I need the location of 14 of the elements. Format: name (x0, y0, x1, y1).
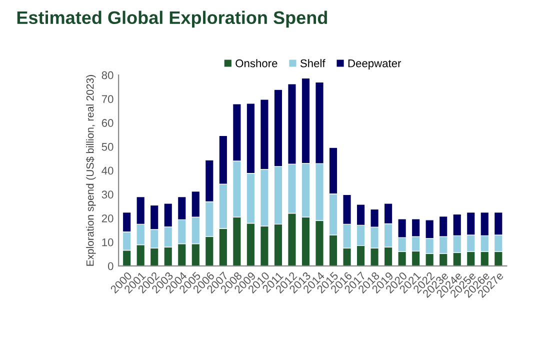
legend-label: Shelf (300, 59, 326, 68)
y-tick-label: 0 (108, 262, 114, 270)
y-tick-label: 70 (102, 95, 114, 104)
y-axis-title: Exploration spend (US$ billion, real 2023) (86, 75, 96, 266)
legend-label: Deepwater (348, 60, 402, 70)
y-tick-label: 30 (102, 190, 114, 199)
y-tick-label: 40 (102, 166, 114, 175)
legend-label: Onshore (236, 59, 278, 68)
chart-title: Estimated Global Exploration Spend (17, 10, 327, 28)
y-tick-label: 10 (102, 238, 114, 246)
y-tick-label: 60 (102, 119, 114, 127)
y-tick-label: 20 (102, 214, 114, 222)
y-tick-label: 80 (102, 71, 114, 80)
y-tick-label: 50 (102, 142, 114, 151)
